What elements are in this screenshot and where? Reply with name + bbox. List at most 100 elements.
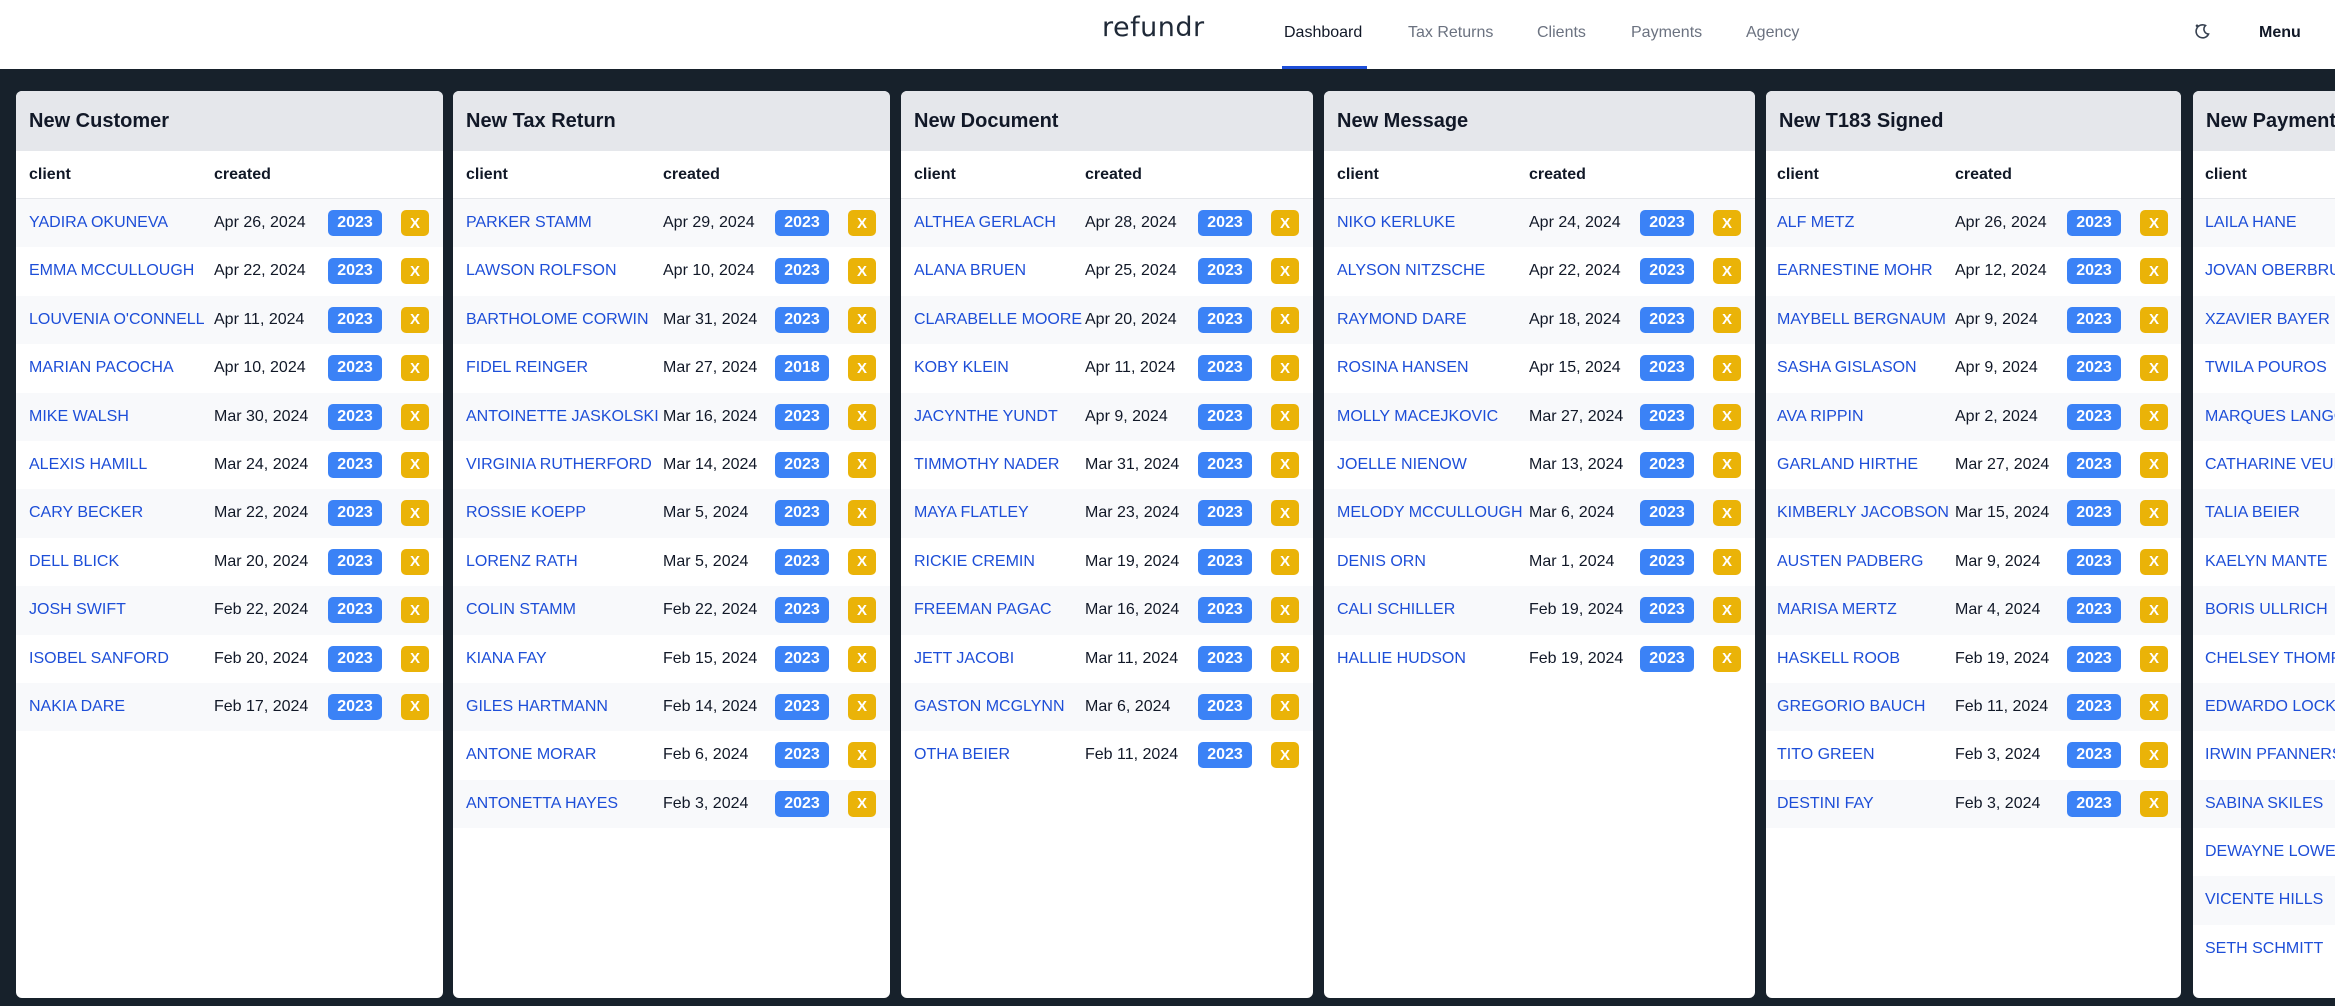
client-link[interactable]: EARNESTINE MOHR — [1777, 262, 1933, 280]
dismiss-button[interactable]: X — [2140, 790, 2168, 817]
client-link[interactable]: LAWSON ROLFSON — [466, 262, 617, 280]
client-link[interactable]: EDWARDO LOCKMAN — [2205, 697, 2335, 715]
column-header-created[interactable]: created — [1085, 166, 1142, 183]
client-link[interactable]: KOBY KLEIN — [914, 359, 1009, 377]
tax-year-badge[interactable]: 2023 — [2067, 355, 2121, 382]
dismiss-button[interactable]: X — [848, 645, 876, 672]
client-link[interactable]: TWILA POUROS — [2205, 359, 2327, 377]
tax-year-badge[interactable]: 2023 — [775, 258, 829, 285]
client-link[interactable]: ANTONE MORAR — [466, 746, 597, 764]
client-link[interactable]: TITO GREEN — [1777, 746, 1875, 764]
dismiss-button[interactable]: X — [2140, 451, 2168, 478]
client-link[interactable]: FREEMAN PAGAC — [914, 601, 1052, 619]
dismiss-button[interactable]: X — [1713, 258, 1741, 285]
client-link[interactable]: GILES HARTMANN — [466, 697, 608, 715]
client-link[interactable]: ALF METZ — [1777, 214, 1855, 231]
tax-year-badge[interactable]: 2023 — [1640, 645, 1694, 672]
column-header-client[interactable]: client — [2205, 166, 2247, 183]
dismiss-button[interactable]: X — [848, 742, 876, 769]
tax-year-badge[interactable]: 2023 — [328, 693, 382, 720]
client-link[interactable]: ALTHEA GERLACH — [914, 214, 1056, 231]
tax-year-badge[interactable]: 2023 — [775, 548, 829, 575]
client-link[interactable]: ALYSON NITZSCHE — [1337, 262, 1486, 280]
tax-year-badge[interactable]: 2023 — [1640, 258, 1694, 285]
dismiss-button[interactable]: X — [848, 210, 876, 236]
client-link[interactable]: BORIS ULLRICH — [2205, 601, 2328, 619]
tax-year-badge[interactable]: 2023 — [328, 597, 382, 624]
tax-year-badge[interactable]: 2023 — [775, 210, 829, 236]
tax-year-badge[interactable]: 2023 — [1198, 500, 1252, 527]
client-link[interactable]: LAILA HANE — [2205, 214, 2297, 231]
tax-year-badge[interactable]: 2023 — [1640, 210, 1694, 236]
column-header-client[interactable]: client — [914, 166, 956, 183]
client-link[interactable]: DENIS ORN — [1337, 552, 1426, 570]
nav-dashboard[interactable]: Dashboard — [1284, 24, 1363, 41]
dismiss-button[interactable]: X — [848, 500, 876, 527]
dismiss-button[interactable]: X — [848, 451, 876, 478]
tax-year-badge[interactable]: 2023 — [2067, 645, 2121, 672]
client-link[interactable]: MOLLY MACEJKOVIC — [1337, 407, 1499, 425]
dismiss-button[interactable]: X — [1271, 306, 1299, 333]
client-link[interactable]: OTHA BEIER — [914, 746, 1011, 764]
column-header-client[interactable]: client — [29, 166, 71, 183]
client-link[interactable]: KAELYN MANTE — [2205, 552, 2328, 570]
dismiss-button[interactable]: X — [1271, 403, 1299, 430]
client-link[interactable]: MARIAN PACOCHA — [29, 359, 174, 377]
client-link[interactable]: CATHARINE VEUM — [2205, 455, 2335, 473]
client-link[interactable]: VIRGINIA RUTHERFORD — [466, 455, 652, 473]
dismiss-button[interactable]: X — [1271, 500, 1299, 527]
column-header-client[interactable]: client — [1337, 166, 1379, 183]
dismiss-button[interactable]: X — [1713, 355, 1741, 382]
dismiss-button[interactable]: X — [1713, 451, 1741, 478]
tax-year-badge[interactable]: 2023 — [1198, 597, 1252, 624]
client-link[interactable]: CLARABELLE MOORE — [914, 310, 1083, 328]
dismiss-button[interactable]: X — [401, 451, 429, 478]
client-link[interactable]: PARKER STAMM — [466, 214, 592, 231]
client-link[interactable]: KIMBERLY JACOBSON — [1777, 504, 1949, 522]
dismiss-button[interactable]: X — [848, 306, 876, 333]
tax-year-badge[interactable]: 2023 — [2067, 548, 2121, 575]
dismiss-button[interactable]: X — [401, 210, 429, 236]
tax-year-badge[interactable]: 2023 — [2067, 403, 2121, 430]
dismiss-button[interactable]: X — [848, 597, 876, 624]
dismiss-button[interactable]: X — [848, 693, 876, 720]
client-link[interactable]: ALANA BRUEN — [914, 262, 1027, 280]
tax-year-badge[interactable]: 2023 — [328, 258, 382, 285]
tax-year-badge[interactable]: 2023 — [1640, 548, 1694, 575]
dismiss-button[interactable]: X — [1713, 403, 1741, 430]
client-link[interactable]: CALI SCHILLER — [1337, 601, 1456, 619]
client-link[interactable]: ROSSIE KOEPP — [466, 504, 587, 522]
tax-year-badge[interactable]: 2023 — [1198, 306, 1252, 333]
dismiss-button[interactable]: X — [2140, 742, 2168, 769]
tax-year-badge[interactable]: 2023 — [328, 500, 382, 527]
client-link[interactable]: AVA RIPPIN — [1777, 407, 1864, 425]
client-link[interactable]: GARLAND HIRTHE — [1777, 455, 1919, 473]
client-link[interactable]: ALEXIS HAMILL — [29, 455, 148, 473]
dismiss-button[interactable]: X — [848, 355, 876, 382]
column-header-client[interactable]: client — [1777, 166, 1819, 183]
client-link[interactable]: ROSINA HANSEN — [1337, 359, 1469, 377]
dismiss-button[interactable]: X — [1271, 258, 1299, 285]
dismiss-button[interactable]: X — [401, 306, 429, 333]
client-link[interactable]: CHELSEY THOMPSON — [2205, 649, 2335, 667]
tax-year-badge[interactable]: 2023 — [2067, 451, 2121, 478]
client-link[interactable]: TALIA BEIER — [2205, 504, 2300, 522]
dismiss-button[interactable]: X — [2140, 306, 2168, 333]
dismiss-button[interactable]: X — [401, 355, 429, 382]
tax-year-badge[interactable]: 2023 — [1640, 451, 1694, 478]
dismiss-button[interactable]: X — [401, 693, 429, 720]
dismiss-button[interactable]: X — [2140, 500, 2168, 527]
dismiss-button[interactable]: X — [848, 258, 876, 285]
client-link[interactable]: MAYBELL BERGNAUM — [1777, 310, 1946, 328]
client-link[interactable]: HALLIE HUDSON — [1337, 649, 1466, 667]
tax-year-badge[interactable]: 2023 — [2067, 597, 2121, 624]
tax-year-badge[interactable]: 2023 — [1198, 693, 1252, 720]
client-link[interactable]: XZAVIER BAYER — [2205, 310, 2330, 328]
tax-year-badge[interactable]: 2023 — [775, 645, 829, 672]
client-link[interactable]: MARQUES LANGOSH — [2205, 407, 2335, 425]
nav-clients[interactable]: Clients — [1537, 24, 1586, 41]
dismiss-button[interactable]: X — [848, 403, 876, 430]
client-link[interactable]: HASKELL ROOB — [1777, 649, 1901, 667]
dismiss-button[interactable]: X — [1713, 210, 1741, 236]
client-link[interactable]: LOUVENIA O'CONNELL — [29, 310, 205, 328]
